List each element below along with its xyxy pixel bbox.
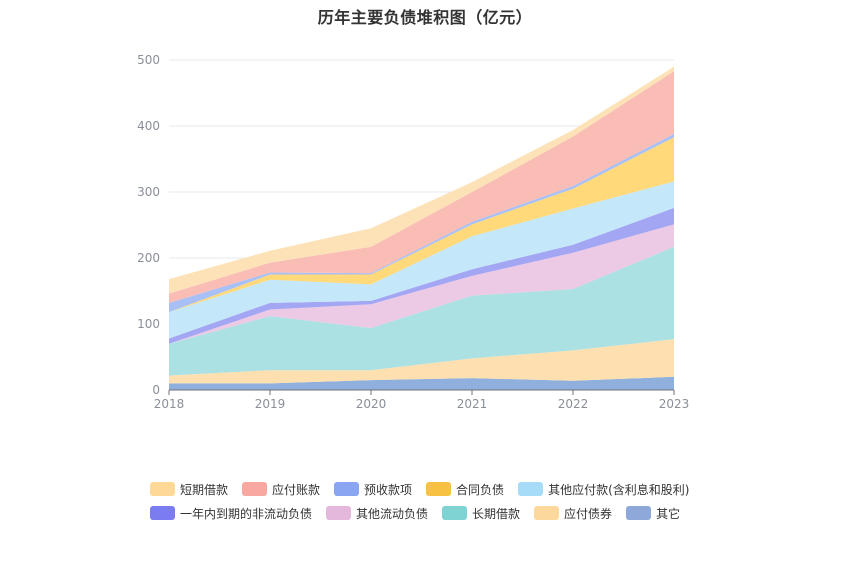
y-tick-label: 200 <box>137 251 160 265</box>
legend-item[interactable]: 合同负债 <box>426 481 504 498</box>
legend-label: 应付账款 <box>272 482 321 497</box>
legend-swatch <box>150 482 175 496</box>
legend-label: 一年内到期的非流动负债 <box>180 506 313 521</box>
legend-label: 长期借款 <box>472 506 521 521</box>
legend-label: 其他流动负债 <box>356 506 429 521</box>
area-series[interactable] <box>169 71 674 303</box>
legend-swatch <box>242 482 268 496</box>
legend-swatch <box>326 506 352 520</box>
legend-row: 一年内到期的非流动负债 其他流动负债 长期借款 应付债券 其它 <box>150 501 710 525</box>
legend-item[interactable]: 应付债券 <box>534 505 612 522</box>
x-tick-label: 2021 <box>457 397 488 411</box>
area-series[interactable] <box>169 137 674 313</box>
x-tick-label: 2022 <box>558 397 589 411</box>
legend-label: 预收款项 <box>364 482 413 497</box>
legend-item[interactable]: 短期借款 <box>150 481 228 498</box>
legend-label: 合同负债 <box>456 482 505 497</box>
legend-item[interactable]: 一年内到期的非流动负债 <box>150 505 312 522</box>
legend-label: 短期借款 <box>180 482 229 497</box>
area-series[interactable] <box>169 224 674 344</box>
area-series[interactable] <box>169 339 674 384</box>
legend-swatch <box>534 506 560 520</box>
y-tick-label: 400 <box>137 119 160 133</box>
stacked-area-chart: 0 100 200 300 400 500 2018 2019 2020 2021 2022 2023 <box>137 53 690 411</box>
legend-item[interactable]: 其他应付款(含利息和股利) <box>518 481 689 498</box>
chart-title: 历年主要负债堆积图（亿元） <box>317 8 533 27</box>
legend-row: 短期借款 应付账款 预收款项 合同负债 其他应付款(含利息和股利) <box>150 477 710 501</box>
area-series[interactable] <box>169 66 674 294</box>
x-tick-label: 2018 <box>154 397 185 411</box>
area-series[interactable] <box>169 246 674 376</box>
y-tick-label: 300 <box>137 185 160 199</box>
x-tick-label: 2019 <box>255 397 286 411</box>
legend-swatch <box>150 506 175 520</box>
legend-label: 其它 <box>656 506 681 521</box>
legend-item[interactable]: 长期借款 <box>442 505 520 522</box>
legend-item[interactable]: 其它 <box>626 505 680 522</box>
legend-swatch <box>426 482 452 496</box>
legend-item[interactable]: 其他流动负债 <box>326 505 428 522</box>
chart-legend: 短期借款 应付账款 预收款项 合同负债 其他应付款(含利息和股利) 一年内到期的非流动负债… <box>150 477 710 525</box>
x-tick-label: 2020 <box>356 397 387 411</box>
legend-label: 其他应付款(含利息和股利) <box>548 482 690 497</box>
legend-swatch <box>442 506 468 520</box>
area-series[interactable] <box>169 376 674 390</box>
legend-item[interactable]: 应付账款 <box>242 481 320 498</box>
area-series[interactable] <box>169 181 674 339</box>
y-tick-label: 100 <box>137 317 160 331</box>
legend-item[interactable]: 预收款项 <box>334 481 412 498</box>
y-tick-label: 500 <box>137 53 160 67</box>
x-tick-label: 2023 <box>659 397 690 411</box>
legend-swatch <box>518 482 544 496</box>
y-tick-label: 0 <box>152 383 160 397</box>
legend-label: 应付债券 <box>564 506 613 521</box>
legend-swatch <box>626 506 652 520</box>
legend-swatch <box>334 482 360 496</box>
